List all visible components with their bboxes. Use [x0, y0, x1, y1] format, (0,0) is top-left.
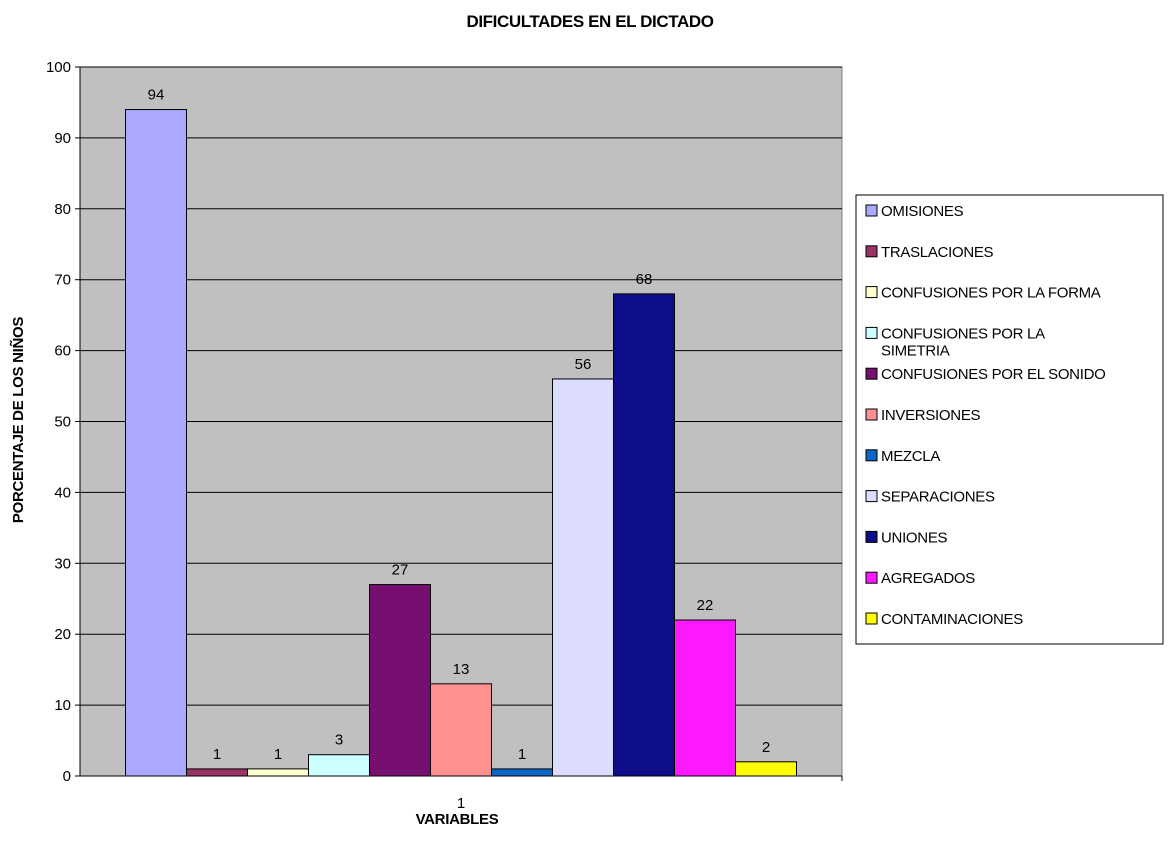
legend-swatch: [865, 530, 878, 543]
data-label: 3: [335, 732, 343, 749]
legend-label: TRASLACIONES: [881, 244, 994, 261]
y-tick-label: 70: [54, 272, 71, 289]
legend-swatch: [865, 571, 878, 584]
bar-uniones: [613, 293, 675, 777]
data-label: 2: [762, 739, 770, 756]
bar-separaciones: [552, 378, 614, 777]
legend-swatch: [865, 326, 878, 339]
legend-label: AGREGADOS: [881, 570, 975, 587]
x-tick-label: 1: [457, 795, 465, 812]
legend-label: OMISIONES: [881, 203, 964, 220]
legend-label: CONFUSIONES POR EL SONIDO: [881, 366, 1105, 383]
legend-label: CONFUSIONES POR LA SIMETRIA: [881, 325, 1045, 359]
bar-omisiones: [125, 109, 187, 777]
legend-box: [855, 194, 1164, 645]
data-label: 1: [274, 746, 282, 763]
bar-confusiones-por-la-forma: [247, 768, 309, 777]
y-axis-title: PORCENTAJE DE LOS NIÑOS: [9, 317, 27, 523]
x-axis-ticks: 1: [457, 795, 465, 812]
y-tick-label: 60: [54, 343, 71, 360]
y-tick-label: 20: [54, 626, 71, 643]
y-tick-label: 50: [54, 414, 71, 431]
data-label: 94: [148, 87, 165, 104]
legend-swatch: [865, 204, 878, 217]
legend-swatch: [865, 286, 878, 299]
legend-swatch: [865, 367, 878, 380]
y-tick-label: 80: [54, 201, 71, 218]
y-tick-label: 0: [63, 768, 71, 785]
bar-traslaciones: [186, 768, 248, 777]
legend-label: CONTAMINACIONES: [881, 611, 1023, 628]
y-tick-label: 30: [54, 555, 71, 572]
data-label: 27: [392, 562, 409, 579]
data-label: 1: [213, 746, 221, 763]
data-label: 13: [453, 661, 470, 678]
legend-swatch: [865, 245, 878, 258]
bar-contaminaciones: [735, 761, 797, 777]
data-label: 1: [518, 746, 526, 763]
legend-label: MEZCLA: [881, 448, 940, 465]
bar-mezcla: [491, 768, 553, 777]
legend-label: CONFUSIONES POR LA FORMA: [881, 285, 1101, 302]
y-tick-label: 100: [46, 59, 71, 76]
y-axis-ticks: 0 10 20 30 40 50 60 70 80 90 100: [46, 59, 80, 785]
bar-inversiones: [430, 683, 492, 777]
bar-agregados: [674, 619, 736, 777]
legend-swatch: [865, 490, 878, 503]
y-tick-label: 90: [54, 130, 71, 147]
bar-confusiones-por-el-sonido: [369, 584, 431, 777]
x-axis-title: VARIABLES: [416, 811, 499, 828]
legend-swatch: [865, 408, 878, 421]
legend-swatch: [865, 612, 878, 625]
legend: OMISIONES TRASLACIONES CONFUSIONES POR LA …: [855, 194, 1164, 645]
legend-label: SEPARACIONES: [881, 489, 995, 506]
data-label: 56: [575, 356, 592, 373]
bar-confusiones-por-la-simetria: [308, 754, 370, 777]
y-tick-label: 40: [54, 484, 71, 501]
bars: [125, 109, 797, 777]
data-label: 68: [636, 271, 653, 288]
legend-label: INVERSIONES: [881, 407, 981, 424]
legend-label: UNIONES: [881, 529, 948, 546]
legend-swatch: [865, 449, 878, 462]
data-label: 22: [697, 597, 714, 614]
y-tick-label: 10: [54, 697, 71, 714]
chart-title: DIFICULTADES EN EL DICTADO: [466, 12, 713, 31]
